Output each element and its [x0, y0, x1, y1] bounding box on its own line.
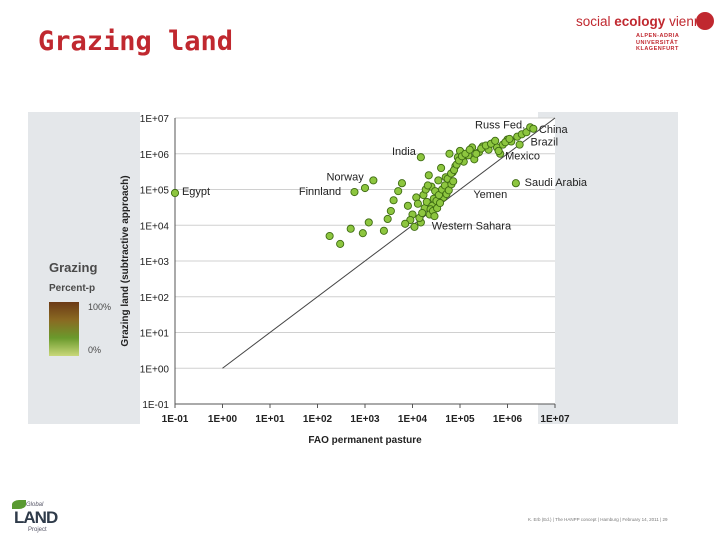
data-point	[389, 196, 398, 205]
data-point	[434, 176, 443, 185]
country-label: Western Sahara	[432, 220, 512, 232]
country-label: Russ Fed.	[475, 120, 525, 132]
country-label: Yemen	[473, 189, 507, 201]
data-point	[422, 197, 431, 206]
data-point	[418, 208, 427, 218]
logo-line-a: ALPEN-ADRIA	[636, 33, 680, 39]
y-tick-label: 1E+07	[140, 114, 170, 125]
data-point	[494, 146, 503, 155]
country-label: Norway	[326, 172, 364, 184]
data-point	[360, 183, 370, 193]
y-tick-label: 1E-01	[142, 400, 169, 411]
x-tick-label: 1E+07	[540, 414, 570, 425]
data-point	[465, 145, 474, 154]
global-land-project-logo: Global LAND Project	[8, 500, 68, 534]
project-logo-top: Global	[26, 502, 44, 508]
data-point	[336, 239, 345, 248]
data-point	[472, 149, 481, 158]
data-point	[529, 124, 538, 133]
logo-line-c: KLAGENFURT	[636, 46, 679, 52]
x-tick-label: 1E+00	[208, 414, 238, 425]
x-tick-label: 1E+03	[350, 414, 380, 425]
map-background-left	[28, 112, 140, 424]
country-label: China	[539, 124, 569, 136]
reference-line	[222, 117, 556, 369]
university-seal-icon	[696, 12, 714, 30]
data-point	[515, 140, 524, 149]
data-point	[424, 171, 433, 180]
data-point	[430, 212, 439, 221]
map-legend-subtitle: Percent-p	[49, 283, 96, 294]
data-point	[386, 206, 395, 216]
footer-note: K. Erb (Ed.) | The HANPP concept | Hambu…	[528, 517, 668, 522]
leaf-icon	[12, 500, 26, 509]
logo-line-b: UNIVERSITÄT	[636, 39, 679, 46]
country-label: Finnland	[299, 186, 341, 198]
data-point	[325, 231, 334, 241]
logo-word-2: ecology	[614, 14, 666, 29]
data-point	[449, 177, 458, 186]
data-point	[445, 149, 454, 158]
data-point	[413, 199, 422, 208]
data-point	[437, 163, 446, 173]
data-point	[170, 188, 180, 198]
map-legend-color-bar	[49, 302, 79, 356]
project-logo-main: LAND	[14, 508, 58, 527]
country-label: Egypt	[182, 186, 210, 198]
x-tick-label: 1E+05	[445, 414, 475, 425]
data-point	[369, 176, 378, 185]
country-label: Brazil	[531, 137, 559, 149]
x-tick-label: 1E+02	[303, 414, 333, 425]
logo-word-1: social	[576, 14, 611, 29]
y-tick-label: 1E+00	[140, 364, 170, 375]
y-tick-label: 1E+04	[140, 221, 170, 232]
y-tick-label: 1E+01	[140, 329, 170, 340]
data-point	[346, 224, 355, 233]
data-point	[435, 198, 445, 208]
data-point	[394, 187, 403, 196]
institute-logo: social ecology vienna ALPEN-ADRIA UNIVER…	[576, 8, 714, 52]
data-point	[403, 201, 412, 210]
data-point	[423, 181, 432, 190]
y-tick-label: 1E+03	[140, 257, 170, 268]
map-legend-title: Grazing	[49, 260, 98, 275]
country-label: Mexico	[505, 150, 540, 162]
data-point	[379, 226, 388, 235]
y-tick-label: 1E+02	[140, 293, 170, 304]
data-point	[397, 179, 407, 188]
y-axis-label: Grazing land (subtractive approach)	[120, 175, 131, 346]
map-background-right	[538, 112, 678, 424]
x-tick-label: 1E-01	[162, 414, 189, 425]
data-point	[511, 179, 520, 188]
data-point	[505, 134, 514, 143]
x-tick-label: 1E+04	[398, 414, 428, 425]
data-point	[364, 218, 373, 227]
map-legend-high: 100%	[88, 302, 112, 312]
data-point	[491, 136, 500, 145]
x-tick-label: 1E+06	[493, 414, 523, 425]
data-point	[350, 187, 359, 197]
map-legend-low: 0%	[88, 345, 102, 355]
data-point	[383, 214, 392, 224]
country-label: India	[392, 146, 417, 158]
data-point	[416, 153, 425, 162]
y-tick-label: 1E+06	[140, 150, 170, 161]
x-axis-label: FAO permanent pasture	[308, 435, 422, 446]
country-label: Saudi Arabia	[525, 177, 588, 189]
data-point	[401, 219, 410, 228]
project-logo-bottom: Project	[28, 527, 47, 533]
data-point	[410, 222, 419, 231]
x-tick-label: 1E+01	[255, 414, 285, 425]
y-tick-label: 1E+05	[140, 186, 170, 197]
slide-title: Grazing land	[38, 26, 234, 57]
data-point	[358, 229, 367, 238]
